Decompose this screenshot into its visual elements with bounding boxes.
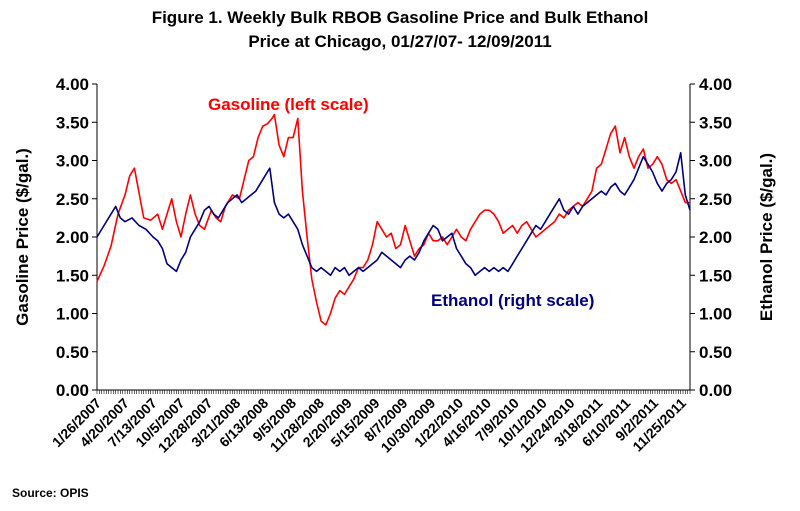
- y-tick-label-right: 1.50: [699, 266, 732, 285]
- labels-layer: 0.00 0.00 0.50 0.50 1.00 1.00 1.50 1.50 2.00 2.00…: [13, 75, 776, 456]
- ethanol-series-annotation: Ethanol (right scale): [431, 291, 594, 310]
- gasoline-series-line: [96, 113, 690, 326]
- y-tick-label-right: 1.00: [699, 305, 732, 324]
- y-tick-label-right: 4.00: [699, 75, 732, 94]
- chart-axes: [92, 83, 695, 394]
- chart-title-line2: Price at Chicago, 01/27/07- 12/09/2011: [248, 32, 552, 51]
- y-tick-label-right: 3.50: [699, 113, 732, 132]
- chart-title-line1: Figure 1. Weekly Bulk RBOB Gasoline Pric…: [151, 8, 649, 27]
- y-axis-title-right: Ethanol Price ($/gal.): [757, 153, 776, 321]
- y-tick-label-right: 3.00: [699, 152, 732, 171]
- y-tick-label-left: 1.00: [56, 305, 89, 324]
- y-tick-label-left: 3.00: [56, 152, 89, 171]
- gasoline-series-annotation: Gasoline (left scale): [208, 95, 369, 114]
- y-axis-title-left: Gasoline Price ($/gal.): [13, 148, 32, 326]
- y-tick-label-left: 2.00: [56, 228, 89, 247]
- y-tick-label-left: 0.00: [56, 381, 89, 400]
- y-tick-label-right: 2.50: [699, 190, 732, 209]
- source-note: Source: OPIS: [12, 486, 89, 500]
- y-tick-label-left: 4.00: [56, 75, 89, 94]
- y-tick-label-left: 3.50: [56, 113, 89, 132]
- y-tick-label-right: 0.00: [699, 381, 732, 400]
- y-tick-label-right: 2.00: [699, 228, 732, 247]
- series-layer: [96, 113, 691, 326]
- y-tick-label-left: 0.50: [56, 343, 89, 362]
- ethanol-series-line: [96, 152, 691, 277]
- y-tick-label-left: 2.50: [56, 190, 89, 209]
- y-tick-label-right: 0.50: [699, 343, 732, 362]
- y-tick-label-left: 1.50: [56, 266, 89, 285]
